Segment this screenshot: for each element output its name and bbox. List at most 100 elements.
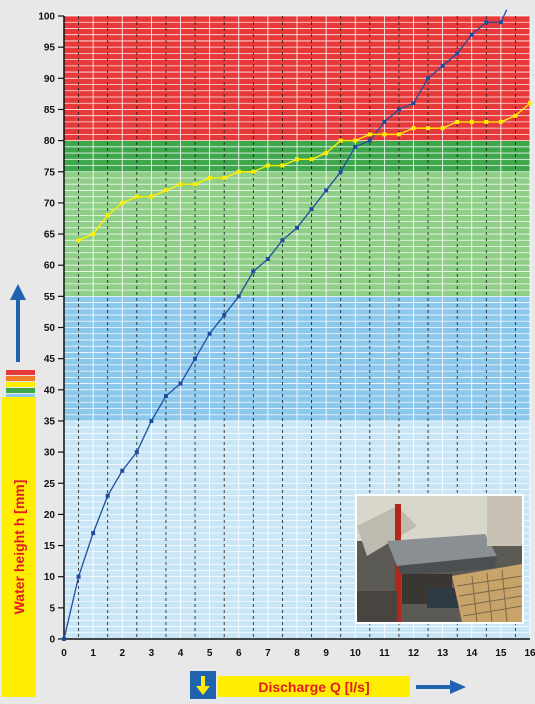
x-tick-label: 7 [265,648,271,659]
y-tick-label: 25 [44,479,56,490]
y-axis-label-box [2,397,36,697]
y-tick-label: 5 [49,603,55,614]
series-point [484,20,489,25]
zone-color-legend [6,370,35,397]
y-tick-label: 10 [44,572,56,583]
right-arrow-icon [416,680,466,694]
series-point [396,132,401,137]
x-tick-label: 14 [466,648,478,659]
y-tick-label: 75 [44,167,56,178]
y-tick-label: 40 [44,385,56,396]
series-point [163,394,168,399]
x-tick-label: 10 [350,648,362,659]
series-point [295,225,299,230]
series-point [91,531,96,536]
flume-photo [355,494,524,624]
series-point [251,169,256,174]
y-tick-label: 95 [44,43,56,54]
series-point [265,163,270,168]
series-point [120,200,125,205]
down-arrow-box [190,671,216,699]
y-tick-labels: 0 5 10 15 20 25 30 35 40 45 50 55 60 65 70 75 80 85 90 95 10… [38,12,55,646]
x-tick-labels: 0 1 2 3 4 5 6 7 8 9 10 11 12 13 14 15 16 [61,648,535,659]
series-point [469,32,474,37]
series-point [222,175,227,180]
series-point [91,232,96,237]
x-tick-label: 8 [294,648,300,659]
series-point [382,119,387,124]
series-line [78,102,531,241]
series-point [105,493,110,498]
series-point [178,182,183,187]
series-point [367,132,372,137]
series-point [149,194,154,199]
y-tick-label: 90 [44,74,56,85]
y-tick-label: 60 [44,261,56,272]
series-point [353,138,358,143]
x-tick-label: 9 [323,648,329,659]
series-point [513,113,518,118]
series-point [207,175,212,180]
x-tick-label: 3 [149,648,155,659]
series-point [498,119,503,124]
flume-photo-image [357,496,522,622]
series-point [484,119,489,124]
series-point [440,63,445,68]
series-point [120,468,125,473]
y-tick-label: 50 [44,323,56,334]
series-point [178,381,183,386]
series-point [62,637,66,641]
series-point [309,207,314,212]
series-line [63,9,508,640]
x-tick-label: 12 [408,648,420,659]
series-point [280,163,285,168]
x-tick-label: 15 [495,648,507,659]
series-point [309,157,314,162]
series-point [338,169,343,174]
y-tick-label: 65 [44,230,56,241]
y-tick-label: 35 [44,416,56,427]
series-point [498,20,503,25]
series-point [411,126,416,131]
series-point [222,313,227,318]
x-tick-label: 2 [119,648,125,659]
y-tick-label: 45 [44,354,56,365]
y-tick-label: 55 [44,292,56,303]
series-point [76,238,81,243]
y-tick-label: 70 [44,198,56,209]
x-tick-label: 4 [178,648,184,659]
series-point [396,107,401,112]
series-point [134,450,139,455]
series-point [207,331,212,336]
series-point [411,101,416,106]
series-point [324,188,329,193]
series-point [353,144,358,149]
series-point [163,188,168,193]
series-point [455,119,460,124]
x-tick-label: 5 [207,648,213,659]
series-point [338,138,343,143]
x-tick-label: 16 [524,648,535,659]
series-point [236,294,241,299]
y-tick-label: 15 [44,541,56,552]
series-point [134,194,139,199]
series-point [280,238,285,243]
series-point [105,213,110,218]
series-point [469,119,474,124]
x-axis-label-box: Discharge Q [l/s] [218,676,410,697]
x-axis-label: Discharge Q [l/s] [258,678,370,695]
series-point [528,101,532,106]
series-point [295,157,299,162]
series-point [251,269,256,274]
down-arrow-icon [196,676,210,695]
series-point [382,132,387,137]
chart-series [62,9,532,641]
series-point [455,51,460,56]
series-point [440,126,445,131]
series-point [367,138,372,143]
series-point [265,256,270,261]
x-tick-label: 1 [90,648,96,659]
series-point [149,418,154,423]
y-tick-label: 80 [44,136,56,147]
y-tick-label: 20 [44,510,56,521]
